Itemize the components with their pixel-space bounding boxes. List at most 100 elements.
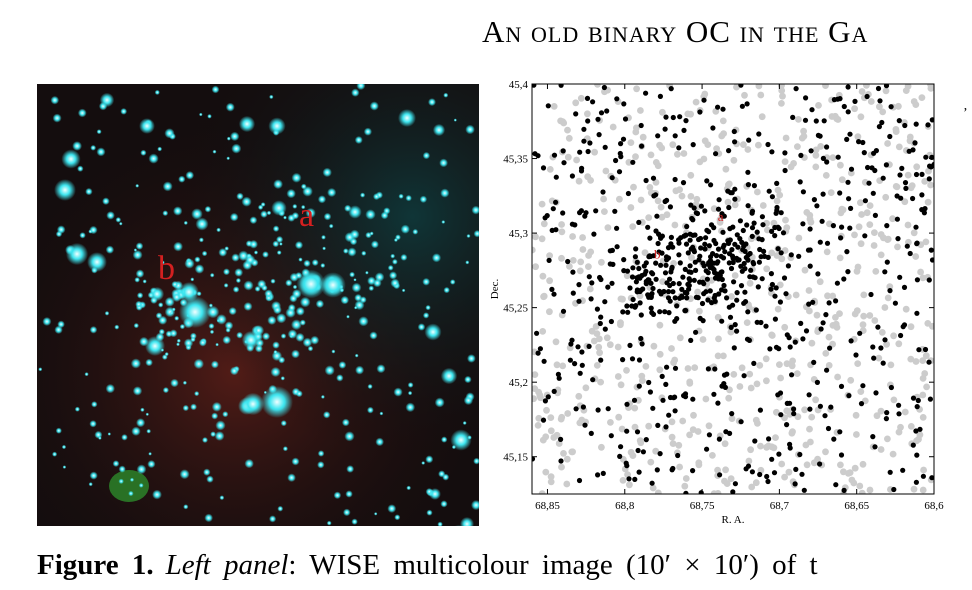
scatter-point: [751, 183, 757, 189]
scatter-point: [910, 442, 916, 448]
scatter-point: [765, 442, 772, 450]
scatter-point: [683, 241, 690, 247]
star: [207, 114, 212, 119]
scatter-point: [647, 458, 655, 466]
scatter-point: [720, 352, 727, 360]
scatter-point: [723, 480, 731, 487]
scatter-point: [808, 148, 814, 154]
scatter-point: [798, 320, 804, 326]
marker-b: b: [158, 250, 175, 287]
star: [266, 210, 272, 216]
scatter-point: [679, 286, 685, 292]
scatter-point: [749, 233, 755, 239]
scatter-point: [686, 379, 694, 387]
scatter-point: [633, 246, 639, 252]
scatter-point: [582, 384, 590, 392]
star: [320, 272, 346, 298]
star: [390, 253, 396, 259]
scatter-point: [824, 240, 831, 246]
scatter-point: [569, 173, 575, 179]
star: [291, 349, 300, 359]
scatter-point: [789, 372, 795, 378]
scatter-point: [595, 472, 601, 478]
scatter-point: [588, 430, 594, 436]
scatter-point: [631, 423, 639, 431]
scatter-point: [903, 185, 909, 191]
scatter-point: [539, 436, 547, 444]
star: [135, 183, 140, 188]
star: [317, 195, 327, 204]
scatter-point: [904, 243, 910, 249]
star: [50, 95, 60, 105]
scatter-point: [636, 292, 644, 300]
scatter-point: [824, 292, 831, 300]
scatter-point: [770, 444, 778, 452]
scatter-point: [618, 425, 626, 433]
scatter-point: [672, 408, 678, 414]
scatter-point: [546, 252, 553, 259]
scatter-point: [866, 202, 874, 210]
scatter-point: [624, 303, 630, 309]
scatter-point: [674, 150, 681, 158]
star: [171, 292, 182, 303]
scatter-point: [625, 190, 631, 197]
star: [164, 128, 175, 139]
scatter-point: [886, 283, 894, 291]
scatter-point: [727, 328, 735, 336]
star: [295, 332, 305, 342]
scatter-point: [913, 171, 920, 178]
scatter-point: [776, 281, 784, 289]
scatter-point: [681, 127, 687, 133]
star: [432, 123, 446, 137]
scatter-point: [773, 210, 779, 216]
scatter-point: [538, 200, 546, 208]
star: [471, 205, 479, 215]
scatter-point: [887, 288, 893, 294]
star: [105, 245, 115, 254]
scatter-point: [658, 262, 664, 268]
scatter-point: [831, 436, 837, 442]
scatter-point: [854, 133, 862, 141]
scatter-point: [720, 255, 727, 261]
scatter-point: [570, 290, 576, 296]
scatter-point: [591, 231, 597, 237]
star: [351, 282, 362, 293]
star: [105, 383, 116, 394]
star: [291, 212, 300, 220]
star: [253, 250, 259, 255]
scatter-point: [544, 213, 550, 219]
scatter-point: [669, 141, 677, 149]
star: [370, 240, 379, 249]
scatter-point: [602, 144, 608, 150]
star: [155, 312, 163, 319]
star: [96, 147, 106, 157]
star: [85, 187, 93, 196]
star: [212, 149, 217, 154]
scatter-point: [672, 365, 679, 371]
scatter-point: [919, 171, 925, 177]
scatter-point: [757, 442, 764, 450]
star: [223, 283, 229, 288]
star: [301, 204, 306, 210]
scatter-point: [639, 133, 647, 141]
scatter-point: [774, 186, 782, 194]
star: [395, 234, 401, 241]
scatter-point: [596, 132, 602, 138]
scatter-point: [672, 176, 678, 183]
scatter-point: [624, 401, 630, 407]
star: [412, 228, 419, 235]
scatter-point: [550, 206, 556, 212]
scatter-point: [890, 332, 897, 340]
scatter-point: [727, 430, 733, 436]
scatter-point: [796, 253, 802, 259]
scatter-point: [687, 263, 693, 269]
scatter-point: [557, 415, 565, 423]
scatter-point: [655, 133, 661, 139]
scatter-point: [654, 197, 662, 205]
scatter-point: [540, 293, 547, 301]
scatter-point: [563, 480, 571, 488]
scatter-point: [634, 429, 641, 435]
scatter-point: [698, 245, 704, 251]
scatter-point: [575, 177, 583, 185]
star: [84, 372, 89, 377]
